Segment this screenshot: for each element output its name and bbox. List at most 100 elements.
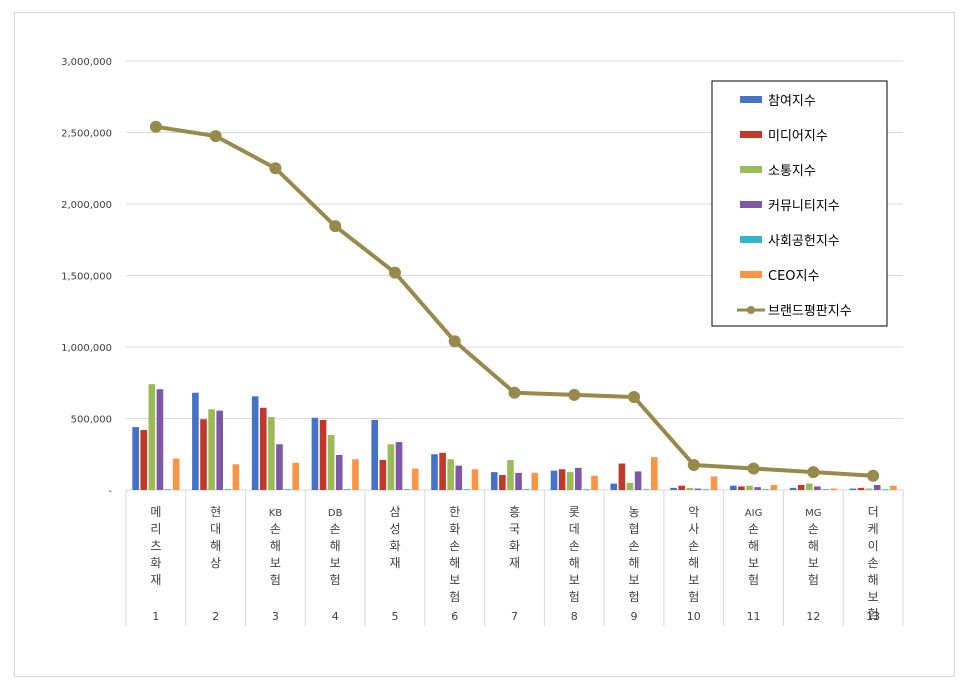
bar: [268, 417, 275, 490]
legend-label: 참여지수: [768, 94, 816, 109]
bar: [523, 489, 530, 490]
y-tick-label: 500,000: [71, 415, 112, 426]
bar: [881, 489, 889, 490]
bar: [830, 488, 837, 490]
bar: [148, 384, 156, 490]
bar: [259, 407, 267, 490]
bar: [132, 427, 139, 490]
bar: [140, 429, 148, 490]
line-point: [628, 391, 641, 404]
y-tick-label: 3,000,000: [61, 57, 112, 68]
line-point: [807, 466, 820, 479]
legend-swatch: [740, 166, 762, 173]
bar: [531, 472, 539, 490]
bar: [797, 484, 805, 490]
category-label: KB 손 해 보 험: [269, 508, 283, 587]
bar: [490, 472, 498, 490]
bar: [770, 484, 778, 490]
bar: [224, 489, 232, 490]
bar: [352, 459, 359, 490]
bar: [626, 482, 634, 490]
bar: [447, 459, 454, 490]
bar: [789, 487, 797, 490]
bar: [694, 488, 702, 490]
bar: [335, 454, 343, 490]
bar: [550, 470, 558, 490]
legend-label: 소통지수: [768, 164, 816, 179]
rank-label: 7: [511, 610, 518, 623]
legend-swatch: [740, 271, 762, 278]
bar: [411, 468, 419, 490]
bar: [890, 485, 897, 490]
line-point: [149, 120, 162, 133]
rank-label: 9: [631, 610, 638, 623]
bar: [822, 489, 829, 490]
rank-label: 11: [747, 610, 761, 623]
bar: [387, 444, 395, 490]
bar: [208, 409, 215, 490]
y-tick-label: 2,500,000: [61, 129, 112, 140]
bar: [344, 489, 351, 490]
rank-label: 5: [391, 610, 398, 623]
line-point: [687, 458, 700, 471]
chart-frame: - 500,000 1,000,000 1,500,000 2,000,000 2,500…: [14, 12, 955, 677]
rank-label: 8: [571, 610, 578, 623]
bar: [702, 489, 710, 490]
y-tick-label: 2,000,000: [61, 200, 112, 211]
line-point: [568, 388, 581, 401]
bar: [379, 459, 387, 490]
bar: [311, 417, 319, 490]
bar: [455, 465, 463, 490]
line-point: [388, 266, 401, 279]
bar: [634, 471, 642, 490]
legend-swatch: [740, 201, 762, 208]
bar: [591, 475, 598, 490]
bar: [738, 486, 745, 490]
category-label: DB 손 해 보 험: [328, 508, 343, 587]
bar: [873, 484, 881, 490]
bar: [575, 467, 582, 490]
legend-label: CEO지수: [768, 269, 819, 284]
bar: [610, 483, 618, 490]
bar: [284, 489, 291, 490]
bar: [232, 464, 240, 490]
bar: [805, 483, 813, 490]
bar: [865, 488, 873, 490]
legend-swatch: [740, 131, 762, 138]
rank-label: 13: [866, 610, 880, 623]
bar: [849, 488, 857, 490]
bar: [762, 489, 770, 490]
rank-label: 12: [806, 610, 820, 623]
bar: [499, 474, 506, 490]
bar: [292, 462, 299, 490]
bar: [746, 485, 753, 490]
bar: [558, 469, 566, 490]
line-point: [269, 162, 282, 175]
bar: [670, 487, 677, 490]
line-point: [867, 469, 880, 482]
bar: [566, 472, 574, 490]
bar: [172, 458, 180, 490]
bar: [507, 459, 514, 490]
bar: [156, 389, 164, 490]
y-tick-label: 1,500,000: [61, 272, 112, 283]
category-label: MG 손 해 보 험: [805, 508, 821, 587]
line-point: [508, 386, 521, 399]
line-point: [209, 130, 222, 143]
bar: [371, 419, 379, 490]
rank-label: 1: [152, 610, 159, 623]
bar: [276, 444, 283, 490]
bar: [200, 419, 207, 490]
legend-swatch: [740, 96, 762, 103]
legend-line-marker: [747, 306, 755, 314]
bar: [216, 410, 224, 490]
bar: [754, 487, 761, 490]
bar: [710, 476, 718, 490]
bar: [251, 396, 259, 490]
